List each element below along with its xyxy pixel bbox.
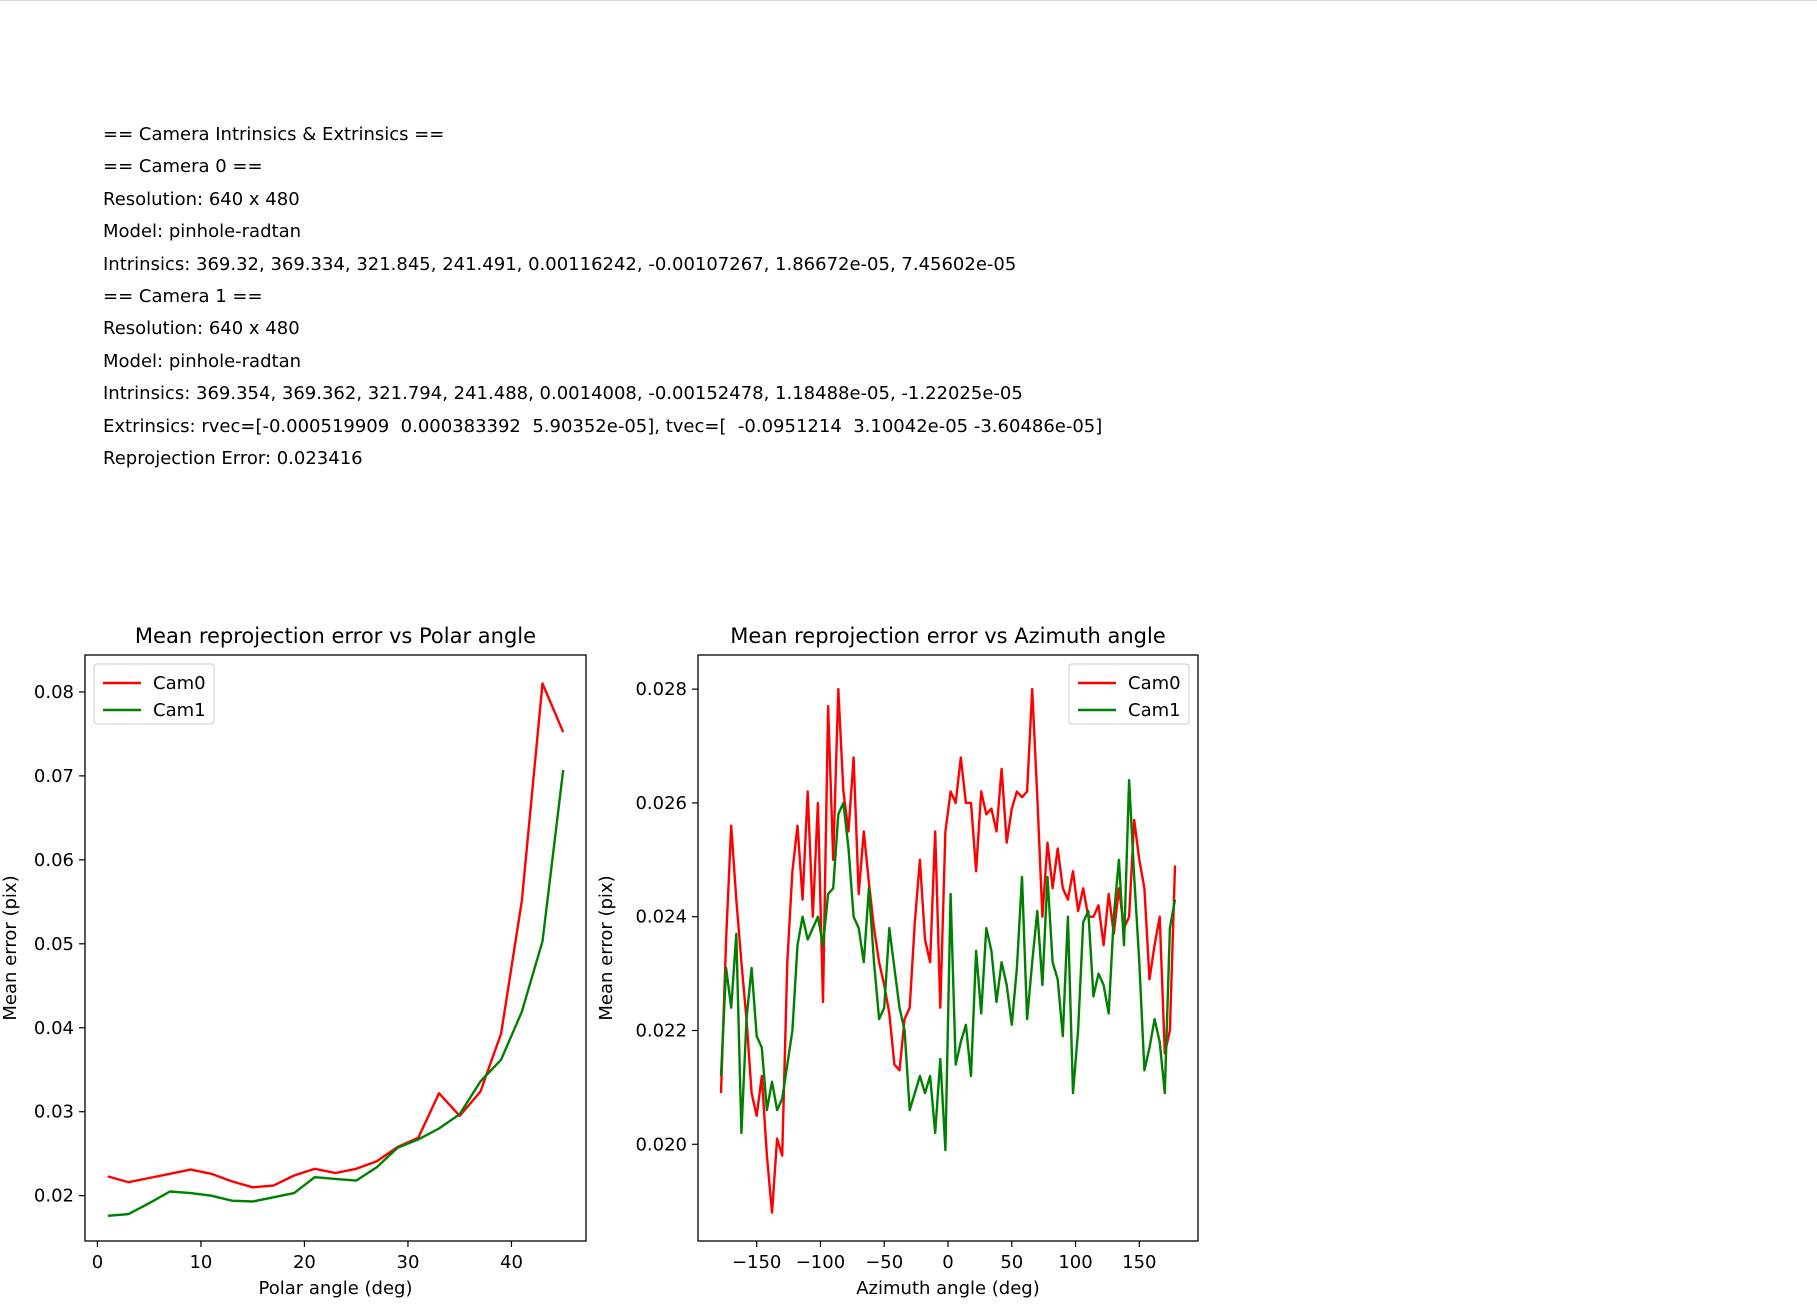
legend-label-cam1: Cam1 bbox=[153, 700, 206, 721]
top-divider bbox=[0, 0, 1817, 1]
x-tick-label: 150 bbox=[1122, 1252, 1156, 1273]
plot-frame bbox=[84, 654, 587, 1242]
y-tick-label: 0.04 bbox=[34, 1018, 74, 1039]
legend: Cam0 Cam1 bbox=[1068, 663, 1190, 725]
camera1-resolution: Resolution: 640 x 480 bbox=[103, 318, 300, 340]
x-axis-label: Polar angle (deg) bbox=[258, 1278, 412, 1299]
x-tick-label: 40 bbox=[500, 1252, 523, 1273]
x-tick-label: 50 bbox=[1000, 1252, 1023, 1273]
y-tick-label: 0.024 bbox=[635, 907, 687, 928]
series-line-cam0 bbox=[107, 682, 565, 1189]
x-tick-label: 30 bbox=[397, 1252, 420, 1273]
reprojection-error: Reprojection Error: 0.023416 bbox=[103, 448, 363, 470]
x-tick-label: −100 bbox=[796, 1252, 845, 1273]
plot-frame bbox=[697, 654, 1199, 1242]
camera1-header: == Camera 1 == bbox=[103, 286, 263, 308]
x-axis-label: Azimuth angle (deg) bbox=[856, 1278, 1040, 1299]
y-tick-label: 0.07 bbox=[34, 766, 74, 787]
chart-title: Mean reprojection error vs Azimuth angle bbox=[730, 624, 1166, 648]
x-tick-label: −50 bbox=[865, 1252, 903, 1273]
series-line-cam1 bbox=[107, 769, 565, 1217]
x-tick-label: −150 bbox=[732, 1252, 781, 1273]
y-tick-label: 0.026 bbox=[635, 793, 687, 814]
legend-label-cam0: Cam0 bbox=[1128, 673, 1181, 694]
camera1-model: Model: pinhole-radtan bbox=[103, 350, 302, 372]
y-tick-label: 0.02 bbox=[34, 1186, 74, 1207]
series-line-cam1 bbox=[719, 779, 1177, 1152]
x-tick-label: 0 bbox=[942, 1252, 953, 1273]
legend: Cam0 Cam1 bbox=[93, 663, 215, 725]
y-tick-label: 0.022 bbox=[635, 1020, 687, 1041]
chart-title: Mean reprojection error vs Polar angle bbox=[135, 624, 536, 648]
y-axis-label: Mean error (pix) bbox=[596, 875, 617, 1020]
y-tick-label: 0.020 bbox=[635, 1134, 687, 1155]
calibration-report: == Camera Intrinsics & Extrinsics == == … bbox=[103, 119, 1102, 475]
x-tick-label: 100 bbox=[1058, 1252, 1092, 1273]
x-tick-label: 0 bbox=[92, 1252, 103, 1273]
camera0-header: == Camera 0 == bbox=[103, 156, 263, 178]
x-tick-label: 10 bbox=[189, 1252, 212, 1273]
chart-2: Mean reprojection error vs Azimuth angle… bbox=[596, 624, 1199, 1299]
camera1-intrinsics: Intrinsics: 369.354, 369.362, 321.794, 2… bbox=[103, 383, 1023, 405]
y-tick-label: 0.06 bbox=[34, 850, 74, 871]
y-tick-label: 0.08 bbox=[34, 682, 74, 703]
extrinsics: Extrinsics: rvec=[-0.000519909 0.0003833… bbox=[103, 415, 1103, 437]
y-axis-label: Mean error (pix) bbox=[0, 875, 21, 1020]
x-tick-label: 20 bbox=[293, 1252, 316, 1273]
camera0-model: Model: pinhole-radtan bbox=[103, 221, 302, 243]
camera0-resolution: Resolution: 640 x 480 bbox=[103, 188, 300, 210]
camera0-intrinsics: Intrinsics: 369.32, 369.334, 321.845, 24… bbox=[103, 253, 1017, 275]
legend-label-cam0: Cam0 bbox=[153, 673, 206, 694]
legend-label-cam1: Cam1 bbox=[1128, 700, 1181, 721]
y-tick-label: 0.03 bbox=[34, 1102, 74, 1123]
series-line-cam0 bbox=[719, 687, 1177, 1214]
y-tick-label: 0.028 bbox=[635, 679, 687, 700]
report-header: == Camera Intrinsics & Extrinsics == bbox=[103, 124, 445, 145]
y-tick-label: 0.05 bbox=[34, 934, 74, 955]
chart-1: Mean reprojection error vs Polar angle 0 1… bbox=[0, 624, 587, 1299]
